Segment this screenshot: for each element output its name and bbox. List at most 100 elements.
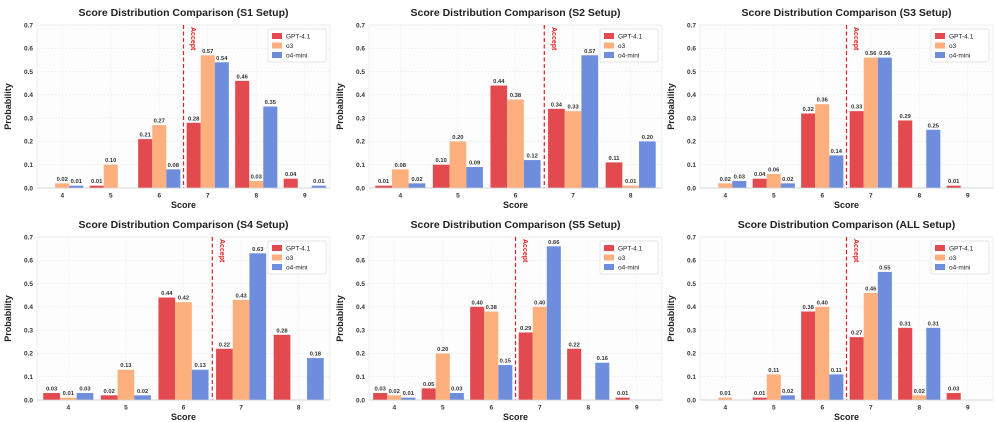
data-label: 0.28 [188, 116, 200, 122]
legend: GPT-4.1 o3 o4-mini [599, 28, 659, 63]
bar-gpt-4-1-9 [615, 397, 630, 400]
data-label: 0.04 [285, 172, 297, 178]
data-label: 0.08 [168, 163, 180, 169]
data-label: 0.22 [569, 342, 580, 348]
bar-gpt-4-1-4 [373, 393, 388, 400]
legend-label: o3 [286, 43, 294, 50]
bar-o3-6 [815, 104, 830, 188]
data-label: 0.32 [803, 107, 814, 113]
bar-o4-mini-8 [595, 362, 610, 400]
y-tick-label: 0.5 [687, 69, 696, 76]
bar-gpt-4-1-6 [138, 139, 153, 188]
data-label: 0.35 [265, 100, 277, 106]
bar-o3-7 [232, 299, 250, 400]
y-tick-label: 0.3 [687, 115, 696, 122]
legend: GPT-4.1 o3 o4-mini [267, 240, 327, 275]
legend-label: GPT-4.1 [618, 246, 643, 253]
bar-o4-mini-4 [732, 181, 747, 188]
chart-title: Score Distribution Comparison (S4 Setup) [78, 219, 288, 231]
data-label: 0.01 [63, 391, 75, 397]
x-tick-label: 7 [869, 193, 873, 200]
accept-label: Accept [852, 239, 859, 263]
y-tick-label: 0.4 [356, 304, 365, 311]
legend-swatch-gpt-4-1 [272, 245, 282, 251]
y-tick-label: 0.4 [356, 92, 365, 99]
data-label: 0.55 [879, 265, 891, 271]
y-tick-label: 0.5 [356, 281, 365, 288]
legend-box [930, 28, 990, 63]
y-tick-label: 0.0 [356, 397, 365, 404]
bar-gpt-4-1-7 [849, 111, 864, 188]
data-label: 0.15 [500, 359, 512, 365]
y-tick-label: 0.5 [687, 281, 696, 288]
data-label: 0.63 [252, 247, 264, 253]
bar-o4-mini-6 [523, 160, 541, 188]
bar-o3-8 [249, 181, 264, 188]
y-tick-label: 0.1 [687, 162, 696, 169]
data-label: 0.03 [46, 387, 58, 393]
y-tick-label: 0.3 [24, 327, 33, 334]
legend-label: GPT-4.1 [949, 246, 974, 253]
legend-label: GPT-4.1 [286, 246, 311, 253]
bar-o4-mini-6 [829, 155, 844, 188]
x-axis-label: Score [503, 412, 528, 422]
data-label: 0.16 [597, 356, 609, 362]
x-tick-label: 8 [586, 405, 590, 412]
legend-swatch-gpt-4-1 [935, 245, 945, 251]
bar-o4-mini-6 [166, 169, 181, 188]
legend-label: o3 [949, 255, 957, 262]
y-axis-label: Probability [3, 295, 13, 342]
legend-swatch-gpt-4-1 [935, 33, 945, 39]
bar-o4-mini-6 [829, 374, 844, 400]
bar-o4-mini-8 [926, 327, 941, 400]
accept-label: Accept [218, 239, 225, 263]
bar-o3-6 [484, 311, 499, 400]
y-tick-label: 0.0 [24, 185, 33, 192]
bar-o3-7 [863, 57, 878, 188]
chart-title: Score Distribution Comparison (S2 Setup) [410, 7, 620, 19]
chart-panel-1: 0.0 0.1 0.2 0.3 0.4 0.5 0.6 0.7 0.01 0.21 0.28 0.46… [3, 7, 331, 210]
bar-o3-5 [766, 174, 781, 188]
legend: GPT-4.1 o3 o4-mini [267, 28, 327, 63]
y-tick-label: 0.6 [687, 258, 696, 265]
data-label: 0.04 [754, 172, 766, 178]
legend-label: GPT-4.1 [618, 34, 643, 41]
data-label: 0.01 [625, 179, 637, 185]
data-label: 0.03 [451, 387, 463, 393]
y-tick-label: 0.3 [687, 327, 696, 334]
x-tick-label: 8 [917, 193, 921, 200]
bar-o3-7 [200, 55, 215, 189]
x-tick-label: 5 [456, 193, 460, 200]
x-tick-label: 6 [157, 193, 161, 200]
legend-swatch-o4-mini [272, 264, 282, 270]
data-label: 0.12 [527, 154, 538, 160]
data-label: 0.05 [423, 382, 435, 388]
y-tick-label: 0.1 [356, 374, 365, 381]
bar-o3-4 [55, 183, 70, 188]
data-label: 0.01 [403, 391, 415, 397]
legend-swatch-o4-mini [935, 52, 945, 58]
bar-gpt-4-1-5 [421, 388, 436, 400]
bar-o4-mini-4 [69, 185, 84, 188]
data-label: 0.25 [928, 123, 940, 129]
chart-panel-3: 0.0 0.1 0.2 0.3 0.4 0.5 0.6 0.7 0.04 0.32 0.33 0.29… [666, 7, 994, 210]
accept-label: Accept [852, 27, 859, 51]
bar-o3-6 [152, 125, 167, 188]
data-label: 0.11 [831, 368, 843, 374]
bar-o4-mini-4 [76, 393, 94, 400]
bar-o4-mini-5 [780, 395, 795, 400]
legend-swatch-o3 [272, 42, 282, 49]
y-tick-label: 0.7 [356, 234, 365, 241]
data-label: 0.01 [720, 391, 732, 397]
legend-box [930, 240, 990, 275]
bar-o4-mini-7 [249, 253, 267, 400]
data-label: 0.33 [851, 105, 863, 111]
data-label: 0.01 [378, 179, 390, 185]
data-label: 0.06 [768, 168, 780, 174]
data-label: 0.44 [493, 79, 505, 85]
data-label: 0.01 [754, 391, 766, 397]
bar-o4-mini-7 [877, 271, 892, 400]
x-tick-label: 7 [538, 405, 542, 412]
bar-o3-7 [863, 292, 878, 400]
data-label: 0.42 [178, 296, 189, 302]
